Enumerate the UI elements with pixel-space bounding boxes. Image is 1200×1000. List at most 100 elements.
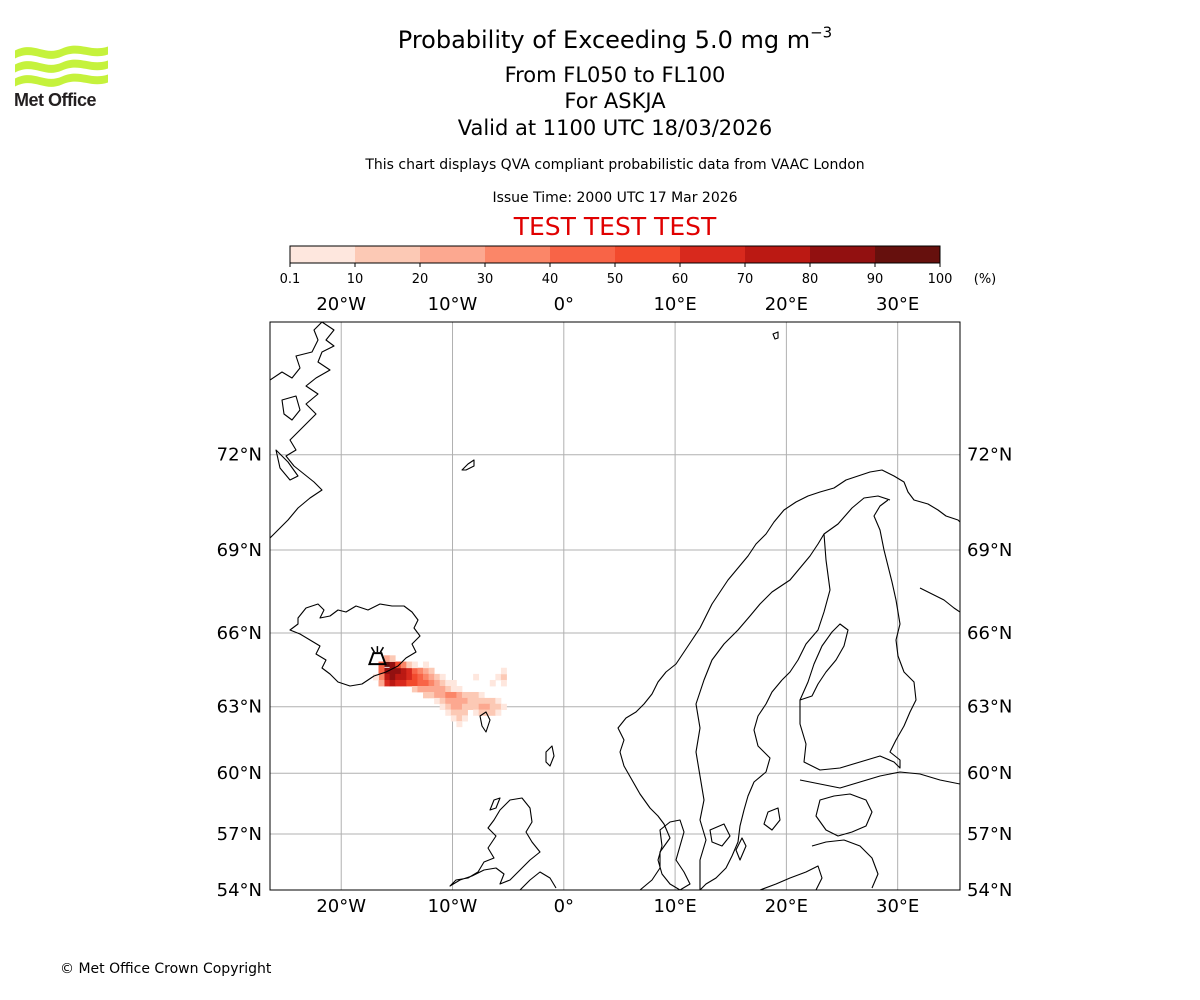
- coastline-gotland: [763, 807, 781, 831]
- plume-cell: [395, 661, 402, 669]
- plume-cell: [428, 679, 435, 687]
- plume-cell: [473, 697, 480, 705]
- latitude-label: 60°N: [967, 763, 1012, 784]
- plume-cell: [456, 691, 463, 699]
- latitude-label: 69°N: [217, 540, 262, 561]
- plume-cell: [423, 673, 429, 681]
- colorbar-bin: [550, 246, 616, 263]
- chart-description: This chart displays QVA compliant probab…: [365, 157, 865, 173]
- plume-cell: [456, 715, 463, 722]
- title-text: Probability of Exceeding 5.0 mg m: [397, 26, 811, 54]
- plume-cell: [461, 703, 468, 711]
- plume-cell: [417, 673, 424, 681]
- colorbar-tick-label: 20: [412, 272, 429, 287]
- plume-cell: [378, 679, 385, 687]
- plume-cell: [428, 667, 435, 675]
- volcano-cone: [367, 652, 387, 666]
- plume-cell: [484, 709, 491, 716]
- plume-cell: [428, 686, 435, 693]
- coastline-faroe-islands: [479, 711, 491, 733]
- plume-cell: [445, 679, 452, 687]
- coastline-england-north: [519, 871, 557, 890]
- latitude-label: 57°N: [217, 824, 262, 845]
- plume-cell: [389, 655, 396, 662]
- colorbar-tick-label: 100: [928, 272, 953, 287]
- plume-cell: [456, 686, 463, 693]
- plume-cell: [439, 686, 446, 693]
- valid-time: Valid at 1100 UTC 18/03/2026: [457, 116, 773, 140]
- plume-cell: [445, 703, 452, 711]
- plume-cell: [456, 703, 463, 711]
- coastline-estonia: [815, 793, 873, 837]
- plume-cell: [417, 679, 424, 687]
- test-banner: TEST TEST TEST: [513, 212, 717, 241]
- plume-cell: [434, 679, 441, 687]
- plume-cell: [389, 679, 396, 687]
- plume-cell: [489, 679, 496, 687]
- border-norway-sweden: [695, 495, 891, 890]
- plume-cell: [434, 686, 441, 693]
- plume-cell: [384, 679, 391, 687]
- longitude-label: 20°W: [316, 294, 366, 315]
- plume-cell: [417, 686, 424, 693]
- chart-title: Probability of Exceeding 5.0 mg m−3: [0, 25, 1200, 54]
- plume-cell: [489, 697, 496, 705]
- plume-cell: [439, 679, 446, 687]
- plume-cell: [461, 697, 468, 705]
- plume-cell: [406, 673, 413, 681]
- colorbar-bin: [420, 246, 486, 263]
- plume-cell: [423, 679, 429, 687]
- plume-cell: [439, 697, 446, 705]
- met-office-logo-icon: [15, 45, 108, 87]
- plume-cell: [423, 691, 429, 699]
- longitude-label: 20°W: [316, 896, 366, 917]
- logo-text: Met Office: [14, 90, 97, 110]
- latitude-label: 72°N: [217, 445, 262, 466]
- plume-cell: [489, 703, 496, 711]
- coastline-greenland-inlet: [275, 449, 299, 481]
- coastlines: [270, 322, 960, 890]
- plume-cell: [500, 673, 507, 681]
- plume-cell: [495, 709, 502, 716]
- plume-cell: [439, 703, 446, 711]
- plume-cell: [384, 673, 391, 681]
- colorbar-unit: (%): [974, 272, 997, 287]
- coastline-baltic-south: [759, 865, 823, 890]
- plume-cell: [500, 679, 507, 687]
- plume-cell: [439, 673, 446, 681]
- coastline-greenland: [270, 322, 335, 539]
- plume-cell: [417, 667, 424, 675]
- ash-plume: [372, 655, 507, 728]
- plume-cell: [450, 715, 457, 722]
- coastline-lake-vanern: [709, 823, 731, 847]
- latitude-label: 54°N: [967, 880, 1012, 901]
- plume-cell: [378, 673, 385, 681]
- plume-cell: [423, 661, 429, 669]
- coastline-shetland: [545, 745, 555, 767]
- plume-cell: [395, 673, 402, 681]
- colorbar-bin: [745, 246, 811, 263]
- plume-cell: [489, 709, 496, 716]
- map-gridlines: [270, 322, 960, 890]
- plume-cell: [400, 673, 407, 681]
- coastline-finland: [799, 499, 917, 771]
- flight-level-range: From FL050 to FL100: [504, 63, 726, 87]
- plume-cell: [411, 686, 418, 693]
- plume-cell: [473, 691, 480, 699]
- plume-cell: [434, 673, 441, 681]
- coastline-scotland: [449, 797, 541, 887]
- plume-cell: [445, 686, 452, 693]
- colorbar-bin: [485, 246, 551, 263]
- latitude-label: 57°N: [967, 824, 1012, 845]
- plume-cell: [400, 661, 407, 669]
- plume-cell: [500, 667, 507, 675]
- plume-cell: [478, 709, 485, 716]
- plume-cell: [478, 703, 485, 711]
- longitude-label: 10°W: [428, 294, 478, 315]
- plume-cell: [395, 667, 402, 675]
- plume-cell: [478, 691, 485, 699]
- colorbar-tick-label: 40: [542, 272, 559, 287]
- colorbar-bin: [680, 246, 746, 263]
- plume-cell: [406, 661, 413, 669]
- plume-cell: [467, 691, 474, 699]
